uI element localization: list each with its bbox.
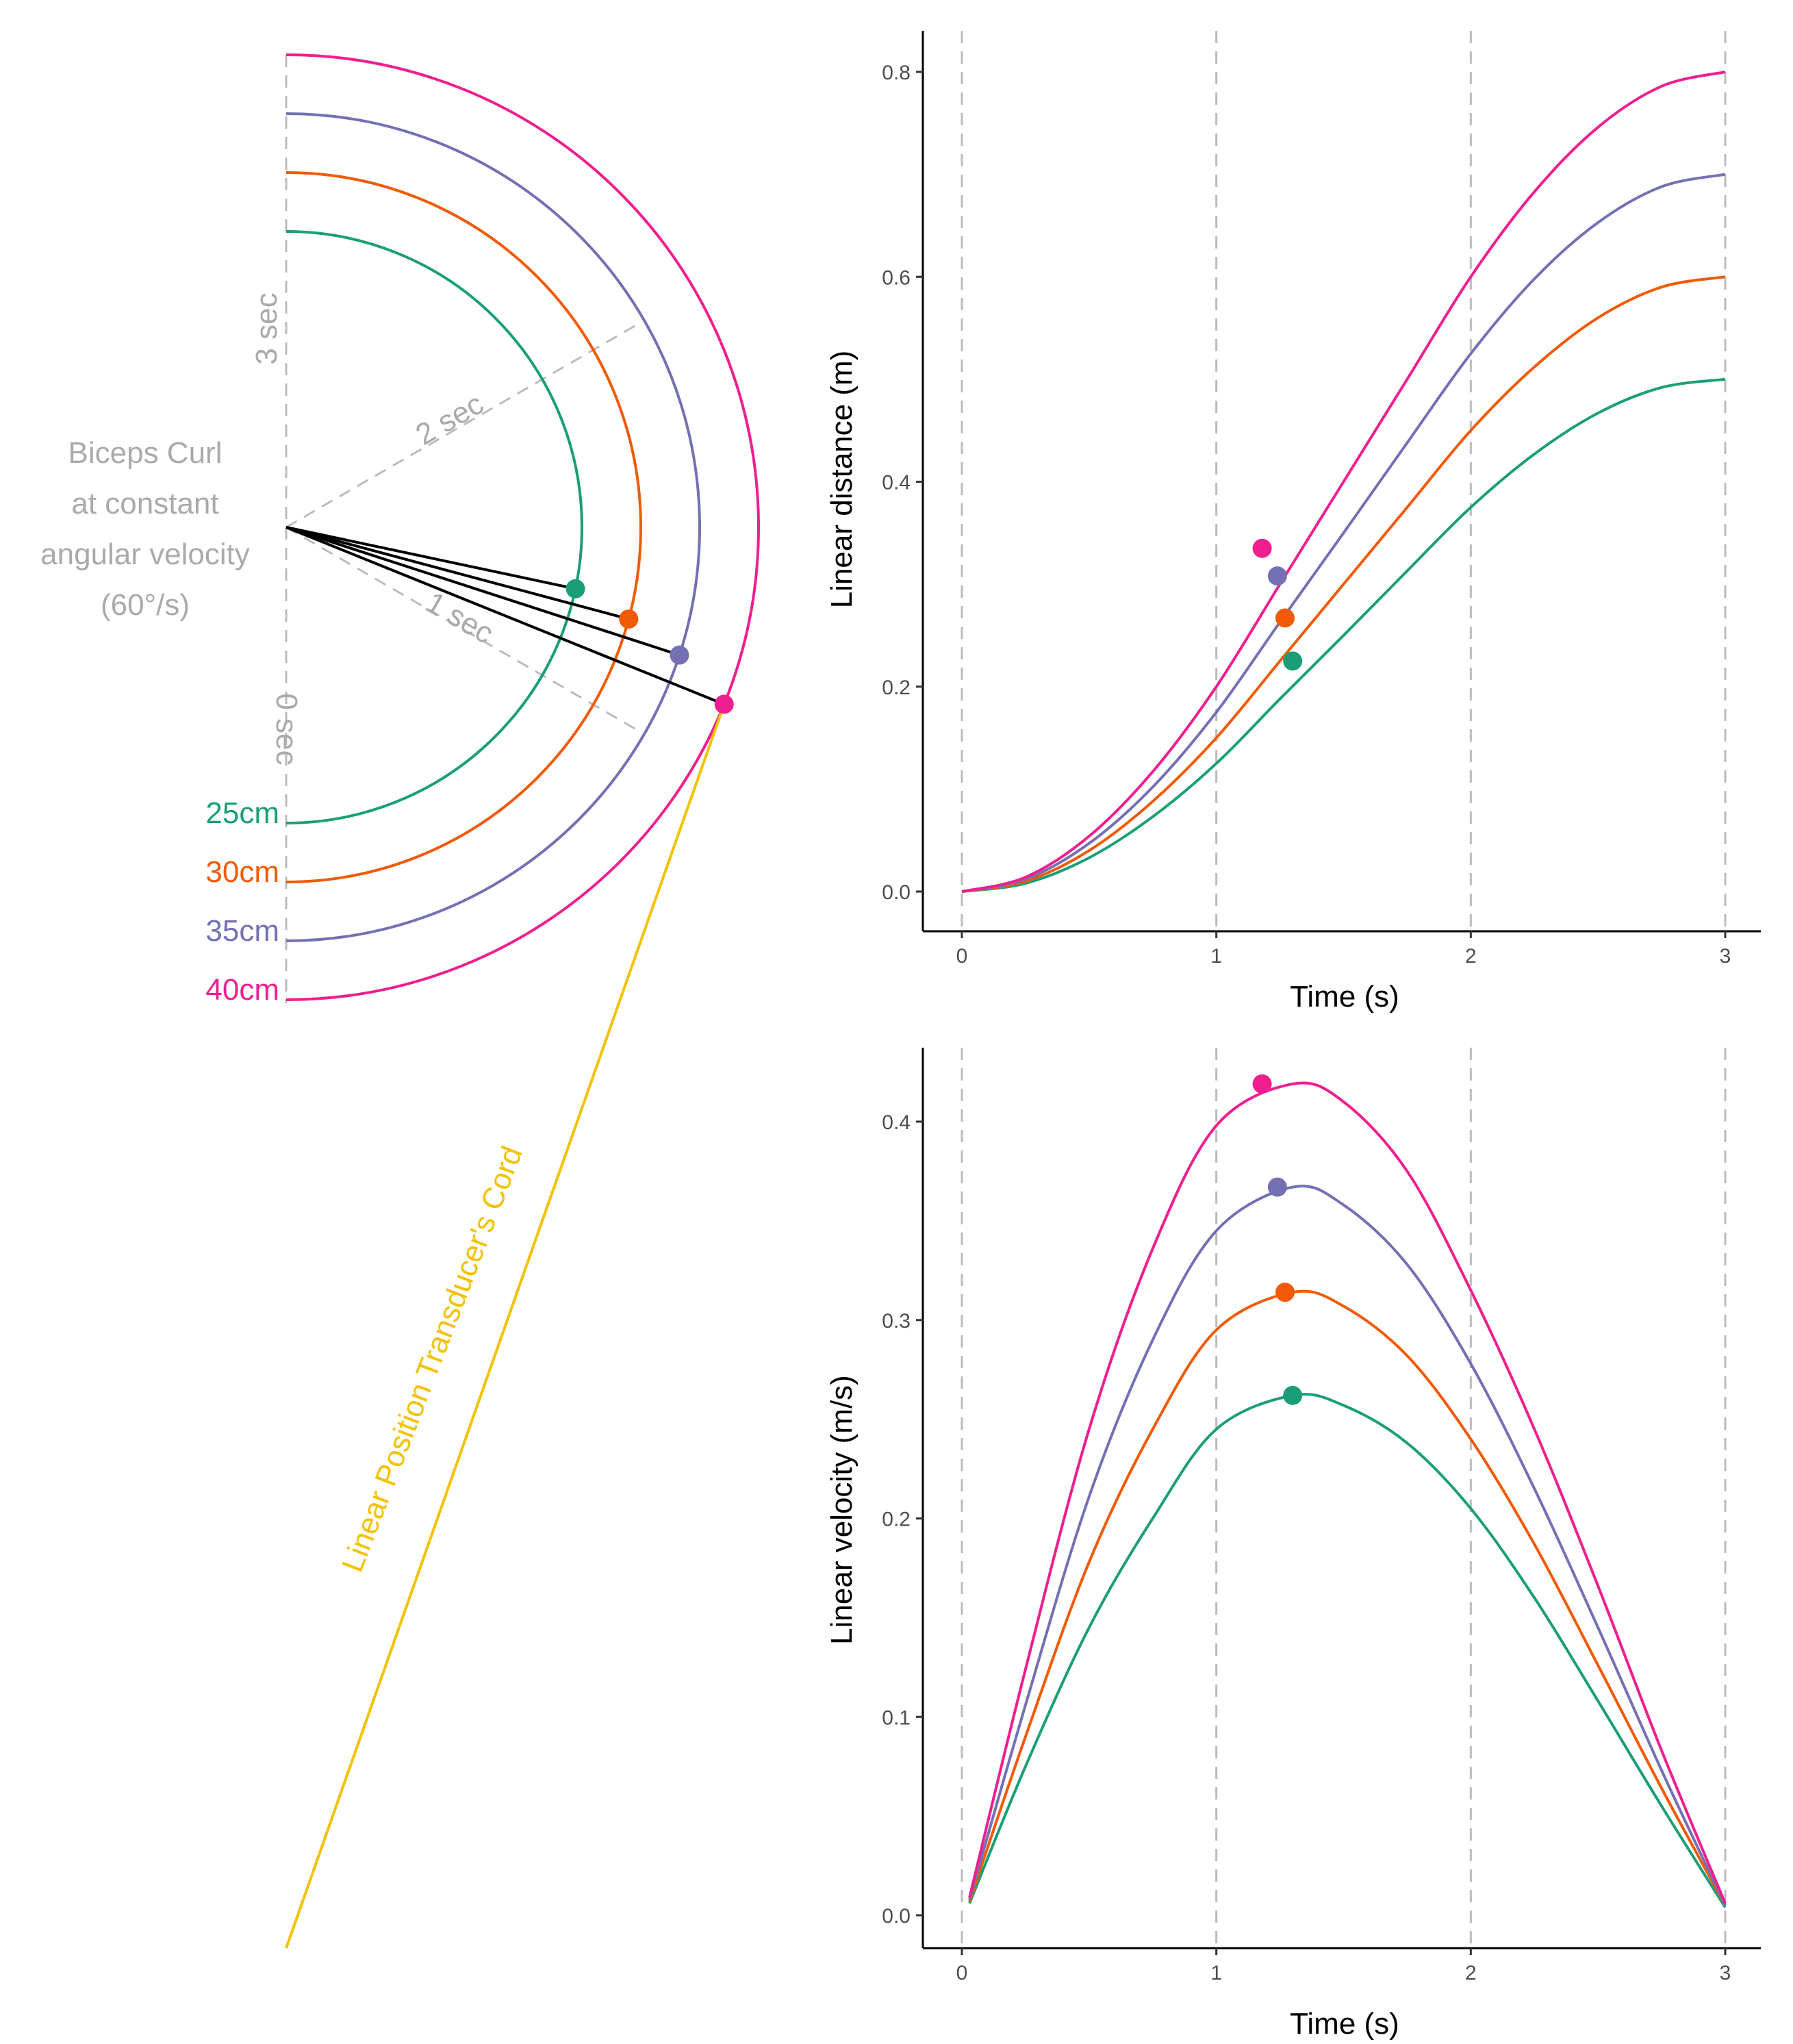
forearm-lines <box>285 526 725 706</box>
ring-label-35: 35cm <box>205 914 279 948</box>
ring-marker-2 <box>670 645 689 665</box>
y-tick-label-4: 0.4 <box>882 1111 911 1134</box>
ring-marker-1 <box>619 609 639 629</box>
series-marker-3 <box>1252 538 1272 558</box>
series-line-2 <box>961 173 1726 893</box>
ring-marker-0 <box>565 579 585 598</box>
ring-3 <box>285 53 760 1001</box>
series-markers <box>1252 1074 1303 1405</box>
y-tick-label-1: 0.1 <box>882 1706 911 1729</box>
tick-labels: 0.0 0.1 0.2 0.3 0.4 0 1 2 3 <box>882 1111 1731 1984</box>
series-marker-2 <box>1267 566 1287 586</box>
y-tick-label-3: 0.6 <box>882 266 911 289</box>
diagram-title-line-3: angular velocity <box>40 538 250 571</box>
axes <box>916 1048 1761 1955</box>
diagram-title-line-2: at constant <box>71 487 218 520</box>
velocity-x-axis-title: Time (s) <box>1290 2007 1399 2041</box>
axes <box>916 31 1761 938</box>
forearm-line-1 <box>285 526 629 621</box>
series-line-3 <box>968 1081 1727 1904</box>
time-label-3: 3 sec <box>250 292 283 364</box>
ring-label-30: 30cm <box>205 855 279 889</box>
y-tick-label-4: 0.8 <box>882 62 911 84</box>
forearm-line-2 <box>285 526 681 657</box>
guide-1-sec <box>285 526 643 734</box>
distance-y-axis-title: Linear distance (m) <box>825 351 859 609</box>
y-tick-label-2: 0.4 <box>882 472 911 494</box>
y-tick-label-0: 0.0 <box>882 881 911 904</box>
series-lines <box>961 71 1726 893</box>
y-tick-label-1: 0.2 <box>882 677 911 699</box>
ring-label-25: 25cm <box>205 796 279 830</box>
y-tick-label-2: 0.2 <box>882 1509 911 1531</box>
vertical-guides <box>961 1048 1727 1948</box>
series-marker-3 <box>1252 1074 1272 1094</box>
x-tick-label-2: 2 <box>1465 1962 1477 1984</box>
ring-0 <box>285 230 583 824</box>
series-line-2 <box>968 1185 1727 1906</box>
x-tick-label-1: 1 <box>1210 945 1222 968</box>
x-tick-label-1: 1 <box>1210 1962 1222 1984</box>
distance-chart: 0.0 0.2 0.4 0.6 0.8 0 1 2 3 Time (s) Linear dist… <box>825 31 1761 1013</box>
series-line-1 <box>968 1289 1727 1906</box>
series-line-1 <box>961 275 1726 893</box>
ring-2 <box>285 112 701 942</box>
x-tick-label-2: 2 <box>1465 945 1477 968</box>
series-marker-0 <box>1283 651 1303 671</box>
forearm-line-0 <box>285 526 576 590</box>
cord-label: Linear Position Transducer's Cord <box>335 1141 529 1576</box>
time-label-1: 1 sec <box>420 585 499 651</box>
distance-x-axis-title: Time (s) <box>1290 980 1399 1013</box>
diagram-title-line-1: Biceps Curl <box>68 436 222 470</box>
transducer-cord <box>285 703 726 1949</box>
time-label-2: 2 sec <box>410 387 489 452</box>
series-markers <box>1252 538 1303 671</box>
x-tick-label-3: 3 <box>1720 1962 1731 1984</box>
tick-labels: 0.0 0.2 0.4 0.6 0.8 0 1 2 3 <box>882 62 1731 968</box>
series-marker-0 <box>1283 1385 1303 1405</box>
series-lines <box>968 1081 1727 1908</box>
y-tick-label-3: 0.3 <box>882 1310 911 1333</box>
series-line-0 <box>968 1393 1727 1908</box>
ring-label-40: 40cm <box>205 973 279 1007</box>
forearm-line-3 <box>285 526 725 706</box>
series-marker-1 <box>1275 1283 1295 1302</box>
series-line-0 <box>961 377 1726 893</box>
time-guides <box>285 55 643 1003</box>
guide-2-sec <box>285 320 643 529</box>
ring-1 <box>285 171 642 883</box>
ring-marker-3 <box>714 694 734 714</box>
velocity-chart: 0.0 0.1 0.2 0.3 0.4 0 1 2 3 Time (s) Linear velo… <box>825 1048 1761 2041</box>
series-marker-1 <box>1275 608 1295 628</box>
series-line-3 <box>961 71 1726 893</box>
diagram-title-line-4: (60°/s) <box>101 588 190 622</box>
biceps-curl-diagram: Biceps Curl at constant angular velocity… <box>40 53 760 1949</box>
y-tick-label-0: 0.0 <box>882 1905 911 1928</box>
ring-markers <box>565 579 734 714</box>
x-tick-label-3: 3 <box>1720 945 1731 968</box>
vertical-guides <box>961 31 1727 931</box>
velocity-y-axis-title: Linear velocity (m/s) <box>825 1375 859 1645</box>
x-tick-label-0: 0 <box>956 945 968 968</box>
series-marker-2 <box>1267 1177 1287 1197</box>
time-label-0: 0 sec <box>270 693 303 765</box>
rings <box>285 53 760 1001</box>
x-tick-label-0: 0 <box>956 1962 968 1984</box>
